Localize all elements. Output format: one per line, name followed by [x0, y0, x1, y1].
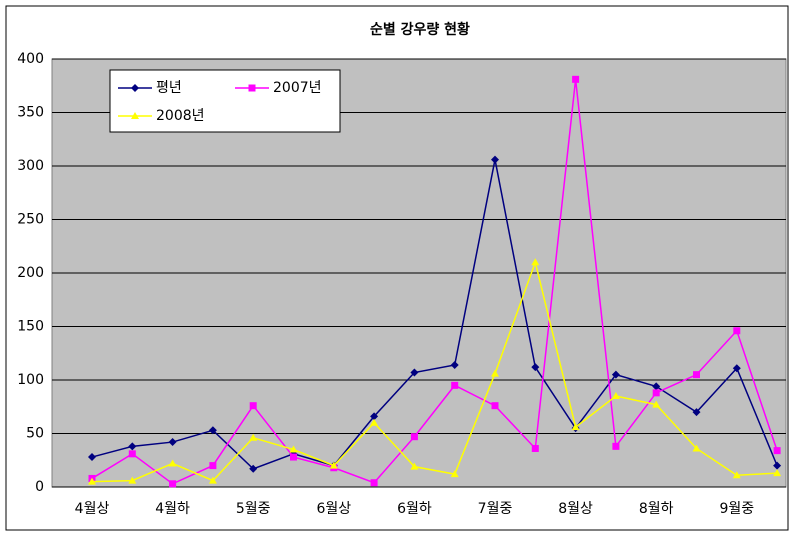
marker — [611, 392, 620, 400]
marker — [128, 476, 137, 484]
marker — [652, 382, 661, 391]
marker — [491, 369, 499, 377]
marker — [88, 453, 96, 462]
y-tick-label: 350 — [17, 105, 44, 121]
marker — [692, 444, 701, 452]
x-tick-label: 4월상 — [75, 501, 110, 517]
marker — [693, 371, 700, 379]
marker — [410, 368, 419, 377]
marker — [370, 479, 378, 487]
marker — [733, 327, 741, 335]
marker — [773, 447, 781, 455]
y-tick-label: 0 — [35, 479, 44, 495]
y-tick-label: 400 — [17, 51, 44, 67]
x-tick-label: 8월하 — [639, 501, 674, 517]
marker — [450, 361, 459, 370]
x-tick-label: 7월중 — [478, 501, 513, 517]
marker — [168, 438, 177, 447]
marker — [128, 442, 137, 451]
legend-label: 2007년 — [273, 80, 322, 96]
marker — [531, 444, 539, 452]
y-tick-label: 100 — [17, 372, 44, 388]
marker — [572, 75, 580, 83]
marker — [290, 453, 297, 461]
marker — [652, 400, 661, 408]
marker — [491, 155, 499, 164]
marker — [329, 461, 338, 469]
y-tick-label: 200 — [17, 265, 44, 281]
marker — [612, 442, 620, 450]
series-line — [91, 79, 778, 485]
marker — [128, 450, 136, 458]
marker — [168, 459, 177, 467]
marker — [531, 363, 540, 372]
marker — [652, 389, 660, 397]
x-tick-label: 6월상 — [316, 501, 351, 517]
chart-title: 순별 강우량 현황 — [370, 21, 470, 38]
x-tick-label: 4월하 — [155, 501, 190, 517]
y-tick-label: 150 — [17, 319, 44, 335]
marker — [131, 112, 139, 119]
marker — [208, 426, 217, 435]
marker — [410, 462, 419, 470]
marker — [773, 469, 782, 477]
marker — [692, 408, 701, 417]
marker — [732, 364, 741, 373]
marker — [531, 258, 540, 266]
marker — [209, 462, 217, 470]
marker — [571, 423, 580, 431]
series-line — [91, 259, 778, 483]
y-tick-label: 50 — [26, 426, 44, 442]
marker — [611, 370, 620, 379]
series-line — [91, 159, 778, 470]
marker — [249, 433, 258, 441]
marker — [249, 402, 257, 410]
marker — [131, 84, 139, 92]
x-tick-label: 9월중 — [719, 501, 754, 517]
marker — [208, 476, 217, 484]
legend-label: 2008년 — [156, 108, 205, 124]
marker — [370, 412, 379, 421]
legend-label: 평년 — [156, 80, 182, 96]
marker — [732, 471, 741, 479]
marker — [450, 470, 459, 478]
y-tick-label: 300 — [17, 158, 44, 174]
marker — [410, 433, 418, 441]
marker — [773, 461, 782, 470]
marker — [88, 477, 96, 485]
y-tick-label: 250 — [17, 212, 44, 228]
marker — [370, 418, 379, 426]
marker — [289, 445, 298, 453]
marker — [491, 402, 499, 410]
marker — [169, 480, 177, 488]
x-tick-label: 5월중 — [236, 501, 271, 517]
marker — [451, 381, 459, 389]
marker — [248, 84, 256, 92]
x-tick-label: 6월하 — [397, 501, 432, 517]
legend-box — [109, 69, 341, 133]
x-tick-label: 8월상 — [558, 501, 593, 517]
marker — [249, 464, 258, 473]
